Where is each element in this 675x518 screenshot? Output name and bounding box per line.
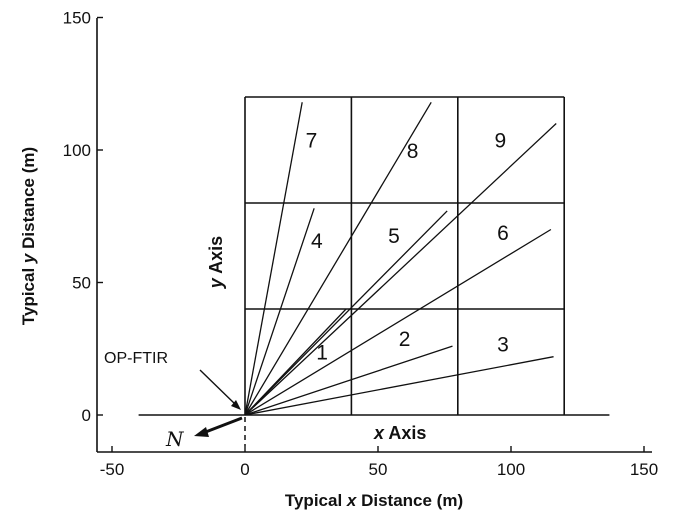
y-tick-label: 50: [72, 274, 91, 293]
y-axis-title: Typical y Distance (m): [19, 147, 38, 325]
y-title-suffix: Distance (m): [19, 147, 38, 254]
y-axis-inner-label: y Axis: [206, 236, 226, 289]
cell-label: 7: [306, 129, 318, 152]
y-axis-ticks: 0 50 100 150: [63, 9, 103, 425]
x-axis-inner-label: x Axis: [373, 423, 426, 443]
cell-label: 8: [407, 140, 419, 163]
beam-path: [244, 208, 315, 416]
beam-path: [244, 308, 347, 416]
cell-label: 2: [399, 328, 411, 351]
y-tick-label: 100: [63, 141, 91, 160]
op-ftir-arrow: [199, 369, 241, 410]
y-axis-inner-word: Axis: [206, 236, 226, 278]
y-title-var: y: [19, 252, 38, 264]
cell-label: 1: [316, 341, 328, 364]
x-title-prefix: Typical: [285, 491, 347, 510]
x-axis-ticks: -50 0 50 100 150: [100, 446, 658, 479]
cell-labels: 1 2 3 4 5 6 7 8 9: [306, 129, 509, 364]
y-tick-label: 0: [82, 406, 91, 425]
x-axis-title: Typical x Distance (m): [285, 491, 463, 510]
north-symbol: N: [165, 427, 185, 451]
x-axis-inner-var: x: [373, 423, 385, 443]
op-ftir-label: OP-FTIR: [104, 350, 168, 367]
x-title-suffix: Distance (m): [356, 491, 463, 510]
beam-path: [244, 102, 303, 416]
beam-paths: [244, 101, 557, 416]
cell-label: 6: [497, 222, 509, 245]
beam-path: [244, 356, 554, 416]
beam-path: [244, 101, 432, 416]
cell-label: 9: [495, 129, 507, 152]
beam-path: [244, 123, 557, 416]
x-tick-label: 0: [240, 460, 249, 479]
x-tick-label: 150: [630, 460, 658, 479]
y-axis-inner-var: y: [206, 277, 226, 289]
beam-path: [244, 345, 453, 416]
cell-label: 3: [497, 333, 509, 356]
x-tick-label: 100: [497, 460, 525, 479]
x-tick-label: 50: [369, 460, 388, 479]
cell-label: 4: [311, 230, 323, 253]
cell-grid: [244, 96, 566, 415]
cell-label: 5: [388, 225, 400, 248]
axis-frame: [96, 18, 652, 453]
beam-path: [244, 210, 448, 416]
y-title-prefix: Typical: [19, 263, 38, 325]
y-tick-label: 150: [63, 9, 91, 28]
x-axis-inner-word: Axis: [384, 423, 426, 443]
beam-path: [244, 228, 552, 416]
north-arrow: [194, 416, 243, 437]
x-title-var: x: [346, 491, 358, 510]
x-tick-label: -50: [100, 460, 125, 479]
